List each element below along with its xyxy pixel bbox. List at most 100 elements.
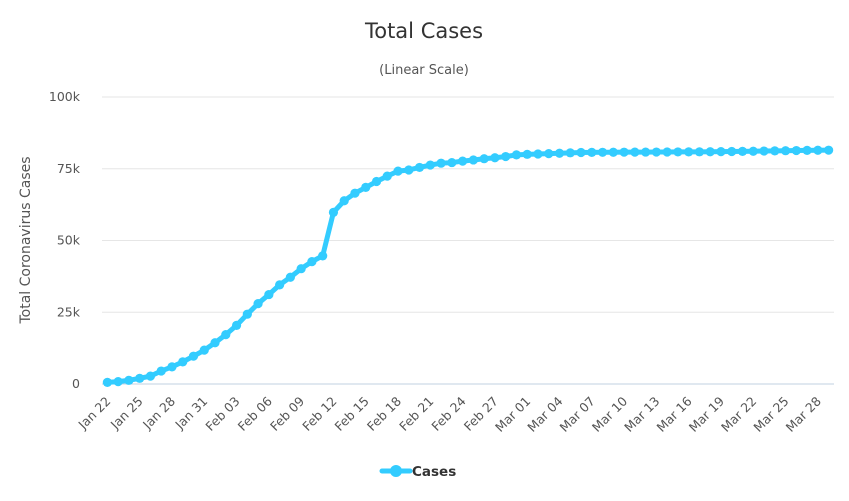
data-point[interactable] bbox=[468, 155, 478, 165]
data-point[interactable] bbox=[727, 146, 737, 157]
y-tick-label: 50k bbox=[57, 233, 81, 248]
data-point[interactable] bbox=[716, 147, 726, 157]
data-point[interactable] bbox=[414, 162, 425, 173]
chart-title: Total Cases bbox=[364, 19, 483, 43]
data-point[interactable] bbox=[737, 146, 748, 156]
x-tick-label: Feb 24 bbox=[428, 393, 468, 433]
data-point[interactable] bbox=[178, 357, 188, 367]
data-point[interactable] bbox=[371, 176, 382, 187]
data-point[interactable] bbox=[608, 147, 618, 157]
series-cases[interactable] bbox=[102, 145, 834, 387]
data-point[interactable] bbox=[361, 182, 371, 192]
data-point[interactable] bbox=[619, 147, 629, 157]
data-point[interactable] bbox=[167, 362, 177, 372]
legend-dot-marker bbox=[390, 465, 402, 477]
data-point[interactable] bbox=[490, 153, 500, 163]
data-point[interactable] bbox=[113, 377, 123, 387]
data-point[interactable] bbox=[597, 147, 608, 157]
y-axis-ticks: 0 25k 50k 75k 100k bbox=[49, 89, 81, 391]
series-line[interactable] bbox=[104, 147, 832, 385]
data-point[interactable] bbox=[684, 147, 694, 157]
y-axis-label: Total Coronavirus Cases bbox=[18, 156, 34, 324]
x-tick-label: Mar 04 bbox=[524, 393, 565, 434]
data-point[interactable] bbox=[145, 371, 156, 381]
data-point[interactable] bbox=[533, 149, 543, 159]
x-tick-label: Mar 19 bbox=[686, 393, 727, 434]
x-tick-label: Feb 21 bbox=[396, 394, 436, 434]
gridlines bbox=[102, 96, 834, 313]
data-point[interactable] bbox=[199, 345, 209, 355]
data-point[interactable] bbox=[802, 145, 812, 155]
x-tick-label: Mar 10 bbox=[589, 393, 630, 434]
x-tick-label: Feb 18 bbox=[364, 393, 404, 433]
data-point[interactable] bbox=[458, 156, 468, 166]
data-point[interactable] bbox=[242, 309, 252, 319]
legend[interactable]: Cases bbox=[379, 464, 456, 480]
data-point[interactable] bbox=[791, 145, 801, 156]
data-point[interactable] bbox=[393, 166, 403, 176]
data-point[interactable] bbox=[447, 157, 457, 168]
x-tick-label: Feb 03 bbox=[202, 394, 242, 434]
x-tick-label: Mar 07 bbox=[557, 394, 598, 435]
y-tick-label: 100k bbox=[49, 89, 81, 104]
x-tick-label: Mar 25 bbox=[750, 394, 791, 435]
data-point[interactable] bbox=[673, 147, 683, 157]
data-point[interactable] bbox=[587, 147, 597, 158]
data-point[interactable] bbox=[328, 207, 339, 217]
legend-item-cases[interactable]: Cases bbox=[412, 464, 456, 480]
data-point[interactable] bbox=[264, 289, 274, 300]
data-point[interactable] bbox=[780, 146, 791, 156]
data-point[interactable] bbox=[318, 251, 328, 261]
data-point[interactable] bbox=[339, 196, 349, 206]
data-point[interactable] bbox=[135, 373, 145, 383]
data-point[interactable] bbox=[350, 188, 360, 198]
x-tick-label: Mar 22 bbox=[718, 394, 759, 435]
data-point[interactable] bbox=[210, 338, 220, 348]
data-point[interactable] bbox=[770, 146, 780, 156]
x-tick-label: Jan 25 bbox=[107, 394, 146, 433]
y-tick-label: 25k bbox=[57, 304, 81, 319]
x-tick-label: Mar 28 bbox=[783, 393, 824, 434]
x-tick-label: Mar 01 bbox=[492, 394, 533, 435]
data-point[interactable] bbox=[479, 154, 489, 164]
data-point[interactable] bbox=[565, 148, 575, 158]
data-point[interactable] bbox=[813, 145, 823, 155]
data-point[interactable] bbox=[522, 149, 532, 159]
data-point[interactable] bbox=[253, 298, 263, 309]
x-tick-label: Mar 16 bbox=[653, 393, 694, 434]
data-point[interactable] bbox=[231, 320, 242, 330]
y-tick-label: 0 bbox=[72, 376, 80, 391]
data-point[interactable] bbox=[705, 147, 715, 157]
data-point[interactable] bbox=[694, 147, 705, 157]
data-point[interactable] bbox=[544, 149, 554, 159]
data-point[interactable] bbox=[824, 145, 834, 155]
data-point[interactable] bbox=[124, 375, 134, 385]
data-point[interactable] bbox=[285, 272, 295, 282]
data-point[interactable] bbox=[759, 146, 769, 156]
data-point[interactable] bbox=[630, 147, 640, 157]
data-point[interactable] bbox=[382, 171, 392, 181]
data-point[interactable] bbox=[501, 151, 511, 162]
data-point[interactable] bbox=[188, 351, 199, 361]
data-point[interactable] bbox=[275, 280, 285, 290]
data-point[interactable] bbox=[576, 147, 586, 158]
data-point[interactable] bbox=[156, 366, 166, 376]
data-point[interactable] bbox=[221, 330, 231, 340]
data-point[interactable] bbox=[436, 158, 446, 168]
data-point[interactable] bbox=[425, 160, 435, 170]
data-point[interactable] bbox=[102, 377, 112, 387]
data-point[interactable] bbox=[296, 264, 306, 274]
data-point[interactable] bbox=[404, 165, 414, 175]
data-point[interactable] bbox=[662, 147, 672, 157]
data-point[interactable] bbox=[748, 146, 758, 156]
data-point[interactable] bbox=[307, 257, 317, 267]
data-point[interactable] bbox=[651, 147, 661, 157]
data-point[interactable] bbox=[554, 148, 565, 158]
x-tick-label: Feb 15 bbox=[332, 394, 372, 434]
data-point[interactable] bbox=[511, 150, 522, 160]
data-point[interactable] bbox=[641, 147, 651, 157]
x-tick-label: Jan 22 bbox=[75, 394, 114, 433]
